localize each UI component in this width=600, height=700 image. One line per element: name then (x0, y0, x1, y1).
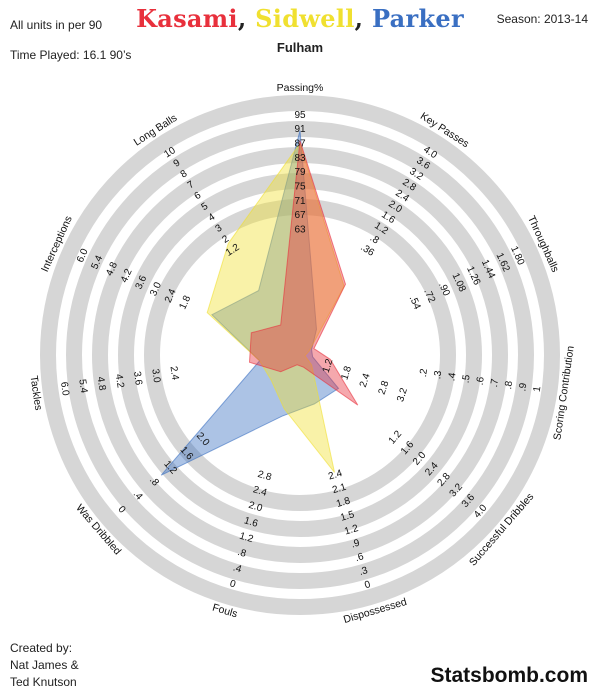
tick-label: 4 (207, 211, 218, 223)
tick-label: .5 (461, 374, 473, 384)
tick-label: 4.2 (119, 267, 135, 285)
tick-label: .9 (350, 537, 362, 550)
tick-label: 0 (115, 504, 127, 516)
tick-label: 7 (186, 179, 197, 191)
tick-label: .7 (489, 378, 501, 388)
credits-line-1: Created by: (10, 641, 73, 655)
title-separator-2: , (354, 4, 372, 33)
ring-band-1 (40, 95, 560, 615)
axis-label: Passing% (277, 82, 324, 94)
credits-line-3: Ted Knutson (10, 675, 77, 689)
tick-label: 1.2 (238, 531, 255, 546)
tick-label: .54 (407, 294, 423, 312)
tick-label: .6 (354, 551, 366, 564)
units-note: All units in per 90 (10, 18, 103, 32)
tick-label: 5.4 (76, 379, 89, 395)
tick-label: 2.4 (168, 365, 181, 381)
team-name: Fulham (276, 40, 324, 55)
tick-label: 6.0 (58, 381, 71, 397)
tick-label: 6 (193, 190, 204, 202)
tick-label: .4 (446, 372, 458, 382)
tick-label: .2 (418, 367, 430, 377)
ring-band-4 (118, 173, 482, 537)
tick-label: 2.8 (256, 469, 273, 484)
tick-label: 3.6 (131, 371, 144, 387)
tick-label: .3 (358, 565, 370, 578)
tick-label: 3.0 (149, 368, 162, 384)
credits-line-2: Nat James & (10, 658, 79, 672)
tick-label: 6.0 (75, 247, 91, 265)
tick-label: .3 (432, 370, 444, 380)
tick-label: 3 (214, 222, 225, 234)
tick-label: 3.6 (134, 274, 150, 292)
title-player-1: Kasami (136, 4, 238, 33)
brand-watermark: Statsbomb.com (430, 664, 588, 687)
inner-tick-label: 1.2 (321, 357, 336, 374)
title-player-3: Parker (371, 4, 464, 33)
tick-label: 0 (363, 579, 372, 591)
tick-label: 2.1 (331, 482, 348, 497)
tick-label: 1.8 (335, 495, 352, 510)
tick-label: 8 (179, 168, 190, 180)
tick-label: 95 (294, 110, 306, 121)
tick-label: 3.0 (148, 280, 164, 298)
tick-label: 5 (200, 201, 211, 213)
tick-label: 9 (172, 157, 183, 169)
tick-label: 87 (294, 138, 306, 149)
tick-label: 63 (294, 224, 306, 235)
title-player-2: Sidwell (255, 4, 355, 33)
tick-label: 1.6 (243, 515, 260, 530)
ring-band-3 (92, 147, 508, 563)
time-played: Time Played: 16.1 90’s (10, 48, 132, 62)
tick-label: 1.2 (343, 523, 360, 538)
tick-label: 1.8 (178, 294, 194, 312)
tick-label: 1 (532, 385, 544, 393)
series-parker-polygon (160, 130, 340, 476)
tick-label: 4.8 (104, 260, 120, 278)
tick-label: 2.4 (327, 468, 344, 483)
header-left: All units in per 90 Time Played: 16.1 90… (10, 10, 131, 70)
series-sidwell-polygon (206, 142, 345, 473)
tick-label: 83 (294, 153, 306, 164)
tick-label: .9 (517, 382, 529, 392)
inner-tick-label: 3.2 (395, 386, 410, 403)
tick-label: .6 (475, 376, 487, 386)
tick-label: .8 (503, 380, 515, 390)
tick-label: .90 (436, 281, 452, 299)
tick-label: 75 (294, 181, 306, 192)
tick-label: 1.5 (339, 509, 356, 524)
tick-label: 2.4 (252, 484, 269, 499)
tick-label: 5.4 (90, 253, 106, 271)
tick-label: 1.2 (387, 429, 405, 447)
inner-tick-label: 2.8 (377, 379, 392, 396)
tick-label: .4 (232, 562, 244, 575)
tick-label: 79 (294, 167, 306, 178)
tick-label: 0 (228, 578, 237, 590)
ring-band-2 (66, 121, 534, 589)
chart-title: Kasami, Sidwell, Parker (0, 4, 600, 33)
tick-label: 2 (220, 233, 231, 245)
series-kasami-polygon (248, 140, 359, 406)
inner-tick-label: 1.8 (339, 364, 354, 381)
tick-label: 4.2 (113, 373, 126, 389)
title-separator-1: , (237, 4, 256, 33)
tick-label: 2.4 (163, 287, 179, 305)
tick-label: 67 (294, 210, 306, 221)
tick-label: .72 (421, 287, 437, 305)
ring-band-5 (144, 199, 456, 511)
tick-label: 71 (294, 196, 306, 207)
tick-label: 91 (294, 124, 306, 135)
tick-label: .8 (236, 547, 248, 560)
tick-label: 4.8 (95, 376, 108, 392)
tick-label: 2.0 (247, 500, 264, 515)
inner-tick-label: 2.4 (358, 372, 373, 389)
credits: Created by: Nat James & Ted Knutson (10, 640, 79, 691)
season-label: Season: 2013-14 (496, 12, 588, 26)
axis-label: Tackles (27, 375, 44, 411)
